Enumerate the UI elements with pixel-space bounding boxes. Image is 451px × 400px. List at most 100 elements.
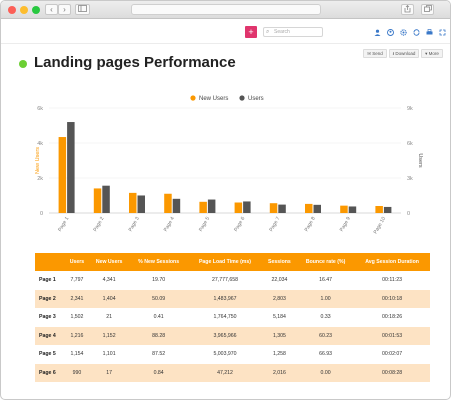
column-header[interactable]: Page Load Time (ms): [188, 253, 262, 271]
bar-new-users: [269, 203, 278, 213]
table-cell: 1,258: [261, 345, 298, 364]
table-cell: 1,404: [89, 289, 130, 308]
table-cell: 0.33: [297, 308, 355, 327]
table-cell: 1,305: [261, 326, 298, 345]
column-header[interactable]: Avg Session Duration: [354, 253, 430, 271]
column-header[interactable]: Users: [64, 253, 90, 271]
table-cell: 60.23: [297, 326, 355, 345]
browser-titlebar: ‹ ›: [1, 1, 450, 19]
bar-users: [278, 204, 286, 213]
person-icon[interactable]: [387, 29, 394, 36]
table-cell: 22,034: [261, 271, 298, 290]
legend-label: Users: [248, 96, 264, 102]
table-cell: 1,101: [89, 345, 130, 364]
search-icon: ⌕: [266, 29, 270, 35]
column-header[interactable]: [35, 253, 65, 271]
table-cell: 16.47: [297, 271, 355, 290]
share-button[interactable]: [401, 4, 414, 15]
x-tick-label: Page 8: [304, 216, 317, 233]
download-button[interactable]: ⭳ Download: [389, 49, 419, 58]
row-label: Page 2: [35, 289, 65, 308]
table-cell: 4,341: [89, 271, 130, 290]
search-placeholder: Search: [274, 29, 290, 35]
table-cell: 47,212: [188, 363, 262, 382]
bar-new-users: [199, 201, 207, 213]
sync-icon[interactable]: [413, 29, 420, 36]
legend-marker: [190, 95, 196, 101]
print-icon[interactable]: [426, 29, 433, 36]
bar-new-users: [129, 192, 137, 213]
table-header-row: Users New Users% New Sessions Page Load Ti…: [35, 253, 430, 271]
x-tick-label: Page 6: [233, 216, 246, 233]
table-cell: 87.52: [129, 345, 189, 364]
tabs-button[interactable]: [421, 4, 434, 15]
performance-table: Users New Users% New Sessions Page Load Ti…: [35, 253, 430, 382]
row-label: Page 4: [35, 326, 65, 345]
table-cell: 1,154: [64, 345, 90, 364]
send-icon: ✉: [367, 51, 371, 56]
y-tick-right: 6k: [407, 141, 413, 147]
bar-new-users: [93, 188, 102, 213]
bar-users: [207, 199, 216, 213]
share-icon: [404, 4, 411, 13]
forward-button[interactable]: ›: [58, 4, 71, 15]
row-label: Page 6: [35, 363, 65, 382]
send-button[interactable]: ✉ Send: [363, 49, 387, 58]
search-input[interactable]: ⌕ Search: [263, 27, 323, 37]
bar-new-users: [164, 193, 172, 213]
table-cell: 00:01:53: [354, 326, 430, 345]
y-axis-label-left: New Users: [35, 147, 41, 174]
table-cell: 00:18:26: [354, 308, 430, 327]
column-header[interactable]: Bounce rate (%): [297, 253, 355, 271]
column-header[interactable]: Sessions: [261, 253, 298, 271]
bar-new-users: [375, 206, 383, 213]
zoom-window-button[interactable]: [32, 6, 40, 14]
column-header[interactable]: % New Sessions: [129, 253, 189, 271]
x-tick-label: Page 10: [373, 216, 388, 235]
x-tick-label: Page 7: [268, 216, 281, 233]
expand-icon[interactable]: [439, 29, 446, 36]
table-cell: 7,797: [64, 271, 90, 290]
table-cell: 1,502: [64, 308, 90, 327]
bar-new-users: [58, 137, 67, 213]
table-cell: 88.28: [129, 326, 189, 345]
download-label: Download: [395, 51, 416, 56]
sidebar-toggle-button[interactable]: [75, 4, 90, 15]
bar-new-users: [234, 202, 243, 213]
column-header[interactable]: New Users: [89, 253, 130, 271]
table-cell: 0.00: [297, 363, 355, 382]
table-cell: 27,777,658: [188, 271, 262, 290]
minimize-window-button[interactable]: [20, 6, 28, 14]
x-tick-label: Page 3: [128, 216, 141, 233]
add-button[interactable]: +: [245, 26, 257, 38]
chevron-down-icon: ▾: [425, 51, 428, 56]
bar-users: [313, 204, 321, 213]
table-cell: 00:10:18: [354, 289, 430, 308]
status-dot: [19, 60, 27, 68]
table-row: Page 5 1,154 1,101 87.52 5,003,970 1,258 66.93…: [35, 345, 430, 364]
x-tick-label: Page 1: [57, 216, 70, 233]
table-body: Page 1 7,797 4,341 19.70 27,777,658 22,034 16.…: [35, 271, 430, 382]
table-row: Page 3 1,502 21 0.41 1,764,750 5,184 0.33 00:18…: [35, 308, 430, 327]
y-tick-right: 0: [407, 211, 410, 217]
gear-icon[interactable]: [400, 29, 407, 36]
legend-marker: [239, 95, 245, 101]
table-cell: 50.09: [129, 289, 189, 308]
bar-users: [172, 198, 181, 213]
bar-users: [243, 201, 251, 213]
user-icon[interactable]: [374, 29, 381, 36]
table-cell: 3,965,966: [188, 326, 262, 345]
x-tick-label: Page 2: [92, 216, 105, 233]
page-title: Landing pages Performance: [34, 54, 236, 71]
table-row: Page 6 990 17 0.84 47,212 2,016 0.00 00:08:28: [35, 363, 430, 382]
more-button[interactable]: ▾ More: [421, 49, 443, 58]
close-window-button[interactable]: [8, 6, 16, 14]
back-button[interactable]: ‹: [45, 4, 58, 15]
more-label: More: [428, 51, 439, 56]
bar-new-users: [340, 205, 348, 213]
row-label: Page 3: [35, 308, 65, 327]
y-tick-left: 2k: [37, 176, 43, 182]
table-cell: 17: [89, 363, 130, 382]
address-bar[interactable]: [131, 4, 321, 15]
